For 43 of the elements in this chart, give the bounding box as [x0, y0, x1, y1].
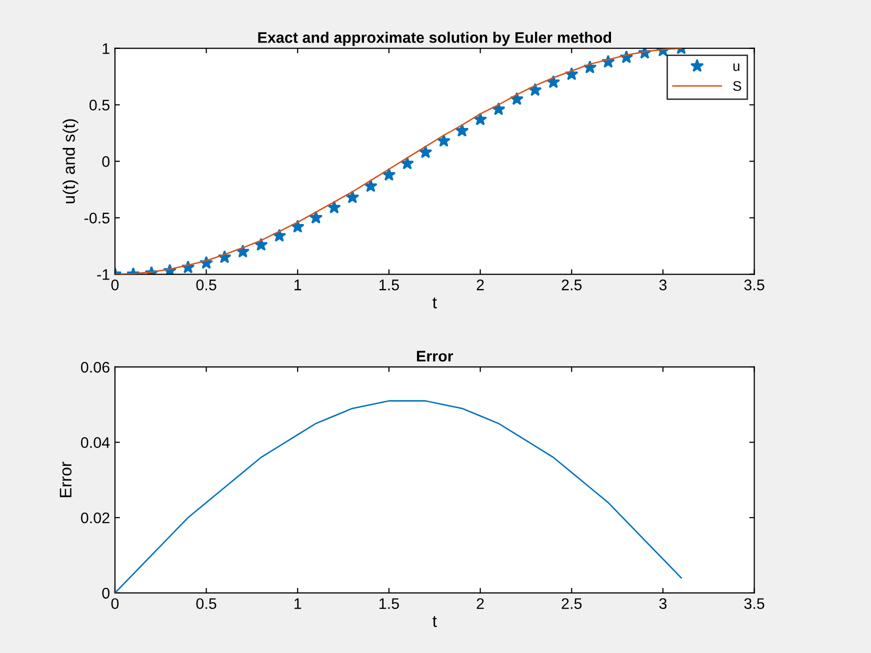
x-tick-label: 0.5: [196, 280, 216, 290]
y-tick-label: 0.02: [80, 512, 110, 524]
x-tick-label: 2: [476, 280, 484, 290]
y-tick-label: 0: [102, 588, 110, 599]
legend-label: u: [733, 64, 740, 72]
point: [254, 238, 268, 251]
point: [346, 190, 360, 204]
x-axis-title: t: [432, 616, 437, 628]
point: [382, 168, 396, 181]
y-axis-title: u(t) and s(t): [62, 119, 78, 204]
y-tick-label: 1: [102, 43, 110, 54]
point: [309, 210, 323, 224]
x-tick-label: 1: [294, 598, 302, 609]
x-axis-title: t: [432, 297, 437, 308]
y-tick-label: 0: [102, 156, 110, 167]
chart-title: Error: [416, 350, 454, 362]
x-tick-label: 3.5: [744, 280, 764, 290]
line-series: [114, 400, 682, 593]
x-tick-label: 0: [111, 598, 119, 610]
x-tick-label: 2.5: [562, 280, 582, 290]
x-tick-label: 2: [476, 598, 484, 609]
x-tick-label: 0.5: [196, 598, 216, 610]
point: [327, 200, 341, 214]
x-tick-label: 3: [659, 598, 667, 610]
x-tick-label: 1.5: [380, 280, 399, 290]
x-tick-label: 1.5: [380, 598, 399, 610]
x-tick-label: 3: [659, 280, 667, 290]
chart-title: Exact and approximate solution by Euler method: [258, 32, 612, 46]
point: [418, 145, 432, 158]
x-tick-label: 1: [294, 280, 302, 290]
y-axis-title: Error: [60, 462, 72, 498]
y-tick-label: 0.04: [80, 437, 110, 448]
y-tick-label: -1: [97, 269, 110, 280]
x-tick-label: 3.5: [744, 598, 764, 610]
point: [474, 112, 488, 126]
point: [436, 134, 451, 147]
y-tick-label: -0.5: [84, 212, 110, 224]
point: [455, 124, 469, 137]
x-tick-label: 0: [111, 280, 119, 290]
legend-label: S: [733, 81, 742, 91]
y-tick-label: 0.5: [89, 100, 110, 110]
x-tick-label: 2.5: [562, 598, 582, 610]
y-tick-label: 0.06: [80, 362, 110, 373]
